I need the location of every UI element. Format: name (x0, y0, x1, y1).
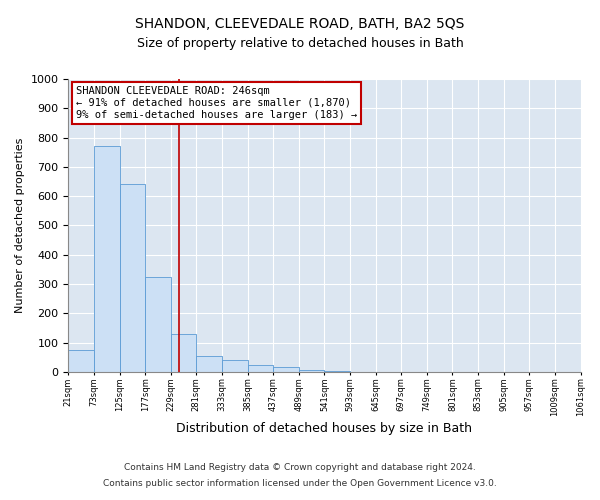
Bar (68, 350, 94, 372)
Text: SHANDON, CLEEVEDALE ROAD, BATH, BA2 5QS: SHANDON, CLEEVEDALE ROAD, BATH, BA2 5QS (136, 18, 464, 32)
Text: Contains HM Land Registry data © Crown copyright and database right 2024.: Contains HM Land Registry data © Crown c… (124, 464, 476, 472)
Bar (196, 356, 222, 372)
Text: Size of property relative to detached houses in Bath: Size of property relative to detached ho… (137, 38, 463, 51)
Y-axis label: Number of detached properties: Number of detached properties (15, 138, 25, 313)
X-axis label: Distribution of detached houses by size in Bath: Distribution of detached houses by size … (176, 422, 472, 435)
Text: Contains public sector information licensed under the Open Government Licence v3: Contains public sector information licen… (103, 478, 497, 488)
Bar (222, 360, 248, 372)
Bar (145, 276, 171, 372)
Bar (273, 368, 299, 372)
Bar (325, 371, 350, 372)
Bar (119, 184, 145, 372)
Text: SHANDON CLEEVEDALE ROAD: 246sqm
← 91% of detached houses are smaller (1,870)
9% : SHANDON CLEEVEDALE ROAD: 246sqm ← 91% of… (76, 86, 357, 120)
Bar (94, 146, 119, 372)
Bar (299, 370, 325, 372)
Bar (171, 334, 196, 372)
Bar (248, 364, 273, 372)
